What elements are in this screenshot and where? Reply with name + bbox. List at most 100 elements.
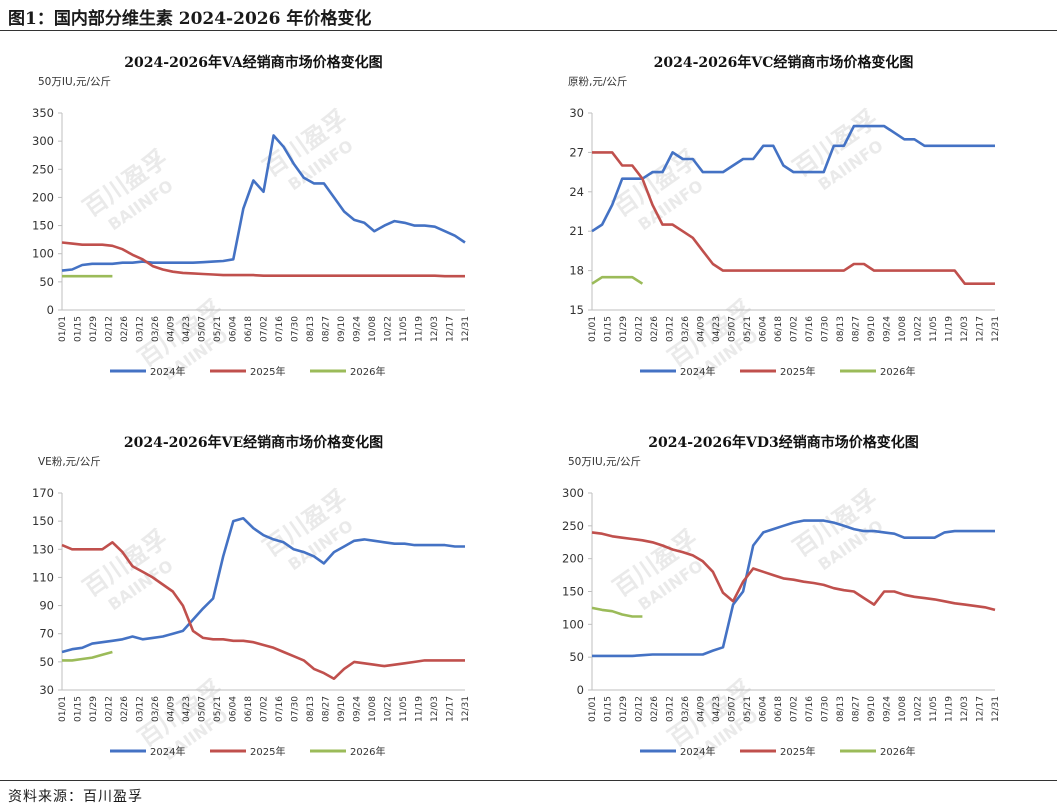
x-tick-label: 12/17 — [446, 696, 456, 722]
x-tick-label: 09/10 — [337, 696, 347, 722]
x-tick-label: 02/26 — [120, 316, 130, 342]
x-tick-label: 01/29 — [619, 316, 629, 342]
chart-title: 2024-2026年VA经销商市场价格变化图 — [124, 54, 382, 71]
x-tick-label: 04/09 — [167, 696, 177, 722]
x-tick-label: 02/12 — [635, 316, 645, 342]
x-tick-label: 02/12 — [105, 696, 115, 722]
chart-panel-ve: 百川盈孚 BAIINFO 百川盈孚 BAIINFO 百川盈孚 BAIINFO 2024-20… — [10, 420, 520, 780]
x-tick-label: 08/27 — [322, 316, 332, 342]
x-tick-label: 09/10 — [867, 696, 877, 722]
y-tick-label: 250 — [562, 519, 584, 533]
x-tick-label: 04/23 — [182, 696, 192, 722]
x-tick-label: 01/01 — [588, 696, 598, 722]
y-axis-unit: 原粉,元/公斤 — [568, 75, 627, 88]
y-tick-label: 350 — [32, 106, 54, 120]
x-tick-label: 03/26 — [151, 316, 161, 342]
x-tick-label: 01/15 — [74, 316, 84, 342]
x-tick-label: 02/12 — [635, 696, 645, 722]
legend-label: 2026年 — [880, 365, 915, 378]
x-tick-label: 01/15 — [604, 316, 614, 342]
y-tick-label: 170 — [32, 486, 54, 500]
x-tick-label: 12/03 — [960, 316, 970, 342]
chart-svg: 百川盈孚BAIINFO百川盈孚BAIINFO百川盈孚BAIINFO2024-20… — [32, 54, 471, 384]
y-tick-label: 130 — [32, 542, 54, 556]
y-tick-label: 21 — [569, 224, 584, 238]
chart-svg: 百川盈孚BAIINFO百川盈孚BAIINFO百川盈孚BAIINFO2024-20… — [568, 54, 1001, 384]
x-tick-label: 10/22 — [384, 316, 394, 342]
series-line-2026年 — [591, 606, 643, 618]
x-tick-label: 09/24 — [883, 696, 893, 722]
x-tick-label: 10/08 — [898, 696, 908, 722]
x-tick-label: 11/05 — [399, 696, 409, 722]
legend-label: 2024年 — [150, 745, 185, 758]
x-tick-label: 07/02 — [790, 696, 800, 722]
x-tick-label: 10/22 — [914, 316, 924, 342]
x-tick-label: 06/04 — [759, 696, 769, 722]
y-tick-label: 18 — [569, 264, 584, 278]
x-tick-label: 01/29 — [89, 316, 99, 342]
y-tick-label: 100 — [562, 617, 584, 631]
y-tick-label: 50 — [569, 650, 584, 664]
y-tick-label: 110 — [32, 570, 54, 584]
legend-label: 2026年 — [350, 745, 385, 758]
x-tick-label: 12/31 — [991, 316, 1001, 342]
y-tick-label: 300 — [32, 134, 54, 148]
x-tick-label: 09/10 — [337, 316, 347, 342]
x-tick-label: 04/23 — [712, 316, 722, 342]
x-tick-label: 11/19 — [945, 696, 955, 722]
x-tick-label: 08/13 — [836, 696, 846, 722]
y-tick-label: 200 — [32, 190, 54, 204]
legend-label: 2024年 — [680, 365, 715, 378]
y-axis-unit: 50万IU,元/公斤 — [38, 76, 111, 88]
chart-svg: 百川盈孚BAIINFO百川盈孚BAIINFO百川盈孚BAIINFO2024-20… — [32, 434, 471, 764]
x-tick-label: 07/02 — [260, 696, 270, 722]
x-tick-label: 06/18 — [244, 316, 254, 342]
series-line-2024年 — [591, 124, 995, 233]
x-tick-label: 10/08 — [368, 316, 378, 342]
x-tick-label: 05/07 — [198, 316, 208, 342]
y-tick-label: 150 — [32, 219, 54, 233]
series-line-2025年 — [61, 541, 465, 680]
x-tick-label: 11/19 — [945, 316, 955, 342]
figure-title: 图1：国内部分维生素 2024-2026 年价格变化 — [8, 9, 372, 29]
x-tick-label: 05/07 — [728, 696, 738, 722]
legend-label: 2025年 — [250, 365, 285, 378]
x-tick-label: 06/04 — [229, 696, 239, 722]
x-tick-label: 12/31 — [461, 696, 471, 722]
chart-svg: 百川盈孚BAIINFO百川盈孚BAIINFO百川盈孚BAIINFO2024-20… — [562, 434, 1001, 764]
x-tick-label: 07/02 — [260, 316, 270, 342]
x-tick-label: 08/27 — [852, 696, 862, 722]
x-tick-label: 07/30 — [821, 316, 831, 342]
x-tick-label: 12/17 — [976, 316, 986, 342]
x-tick-label: 09/24 — [353, 316, 363, 342]
y-tick-label: 27 — [569, 145, 584, 159]
x-tick-label: 02/26 — [650, 316, 660, 342]
x-tick-label: 10/08 — [368, 696, 378, 722]
chart-title: 2024-2026年VE经销商市场价格变化图 — [124, 434, 383, 451]
series-line-2024年 — [592, 519, 995, 658]
y-tick-label: 15 — [569, 303, 584, 317]
x-tick-label: 12/31 — [991, 696, 1001, 722]
y-tick-label: 0 — [577, 683, 584, 697]
series-line-2024年 — [61, 517, 465, 654]
y-tick-label: 30 — [39, 683, 54, 697]
x-tick-label: 07/16 — [805, 316, 815, 342]
legend-label: 2025年 — [780, 365, 815, 378]
x-tick-label: 06/04 — [229, 316, 239, 342]
x-tick-label: 12/17 — [976, 696, 986, 722]
legend-label: 2025年 — [780, 745, 815, 758]
x-tick-label: 01/15 — [604, 696, 614, 722]
y-tick-label: 70 — [39, 627, 54, 641]
x-tick-label: 08/13 — [306, 696, 316, 722]
x-tick-label: 03/26 — [681, 316, 691, 342]
x-tick-label: 05/07 — [728, 316, 738, 342]
legend-label: 2025年 — [250, 745, 285, 758]
series-line-2026年 — [591, 275, 644, 285]
x-tick-label: 06/18 — [244, 696, 254, 722]
x-tick-label: 05/21 — [743, 316, 753, 342]
y-tick-label: 50 — [39, 275, 54, 289]
